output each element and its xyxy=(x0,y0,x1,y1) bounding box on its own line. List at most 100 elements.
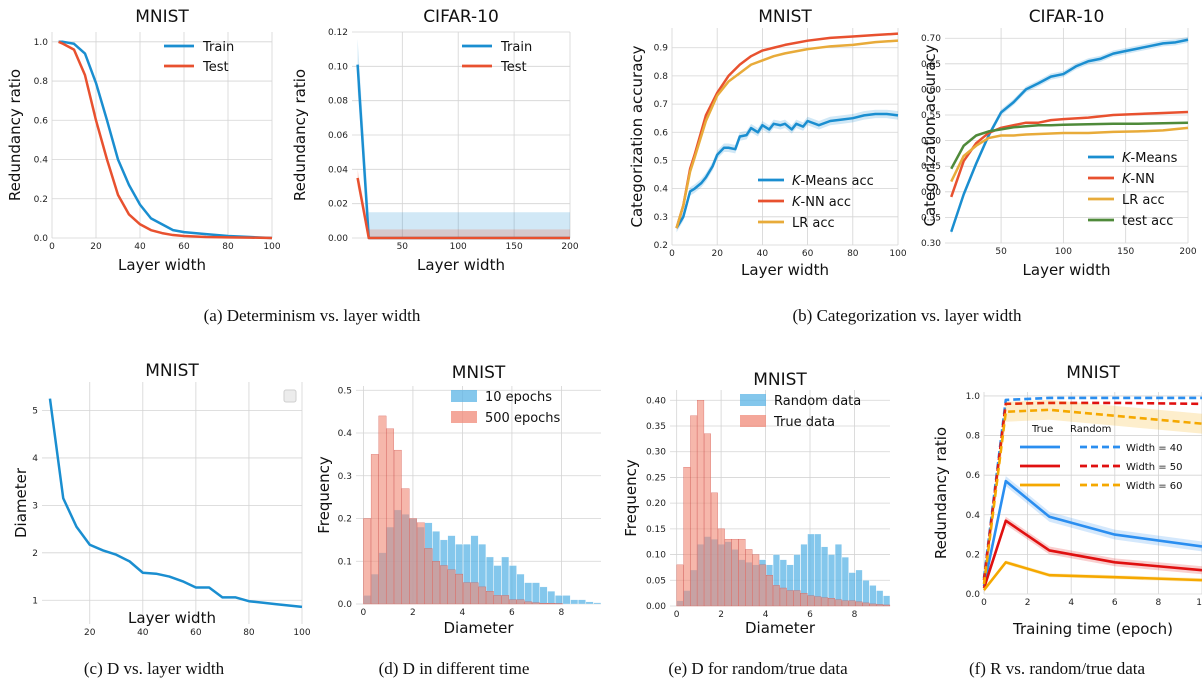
series-line-2 xyxy=(982,561,1202,591)
series-line-2 xyxy=(950,126,1189,183)
legend-label: Test xyxy=(202,60,229,75)
x-tick-label: 100 xyxy=(889,249,906,259)
x-axis-label: Layer width xyxy=(118,256,206,274)
hist-bar xyxy=(570,599,579,605)
caption-b: (b) Categorization vs. layer width xyxy=(793,306,1022,325)
y-tick-label: 0.70 xyxy=(921,34,941,44)
legend-label: K-NN xyxy=(1122,172,1155,187)
x-tick-label: 2 xyxy=(718,610,724,620)
legend xyxy=(283,389,297,403)
y-tick-label: 0.35 xyxy=(921,213,941,223)
legend-label: 500 epochs xyxy=(485,411,561,426)
hist-bar xyxy=(509,565,517,605)
x-tick-label: 40 xyxy=(757,249,769,259)
y-tick-label: 0.5 xyxy=(338,386,352,396)
chart-a1: 0 20 40 60 80 100 0.0 0.2 0.4 0.6 0.8 1.0 MNIST Layer… xyxy=(6,7,281,274)
hist-bar xyxy=(855,601,863,607)
y-tick-label: 5 xyxy=(32,406,38,416)
x-tick-label: 20 xyxy=(84,628,96,638)
legend-label: Test xyxy=(500,60,527,75)
x-tick-label: 4 xyxy=(1068,598,1074,608)
y-tick-label: 0.40 xyxy=(646,396,666,406)
caption-f: (f) R vs. random/true data xyxy=(969,659,1146,678)
series-line-2 xyxy=(675,39,899,229)
x-tick-label: 100 xyxy=(263,242,280,252)
x-tick-label: 200 xyxy=(1179,247,1196,257)
hist-bar xyxy=(386,428,394,605)
hist-bar xyxy=(370,454,379,605)
y-tick-label: 0.20 xyxy=(646,499,666,509)
hist-bar xyxy=(532,602,540,605)
hist-bar xyxy=(710,492,718,607)
legend-label: 10 epochs xyxy=(485,390,552,405)
y-tick-label: 0.10 xyxy=(328,62,348,72)
hist-bar xyxy=(378,415,387,605)
y-tick-label: 0.1 xyxy=(338,557,352,567)
y-tick-label: 0.8 xyxy=(966,432,981,442)
hist-bar xyxy=(821,546,829,607)
hist-bar xyxy=(772,585,780,607)
series-line-3 xyxy=(982,396,1202,579)
hist-bar xyxy=(539,586,548,605)
hist-bar xyxy=(463,582,471,605)
y-axis-label: Diameter xyxy=(12,467,30,538)
chart-title: MNIST xyxy=(1066,363,1120,383)
x-tick-label: 10 xyxy=(1196,598,1202,608)
hist-bar xyxy=(807,533,815,607)
legend-label: K-Means xyxy=(1122,151,1178,166)
x-tick-label: 2 xyxy=(410,608,416,618)
x-tick-label: 4 xyxy=(460,608,466,618)
x-tick-label: 50 xyxy=(397,242,409,252)
series-line-3 xyxy=(950,121,1189,170)
x-tick-label: 6 xyxy=(807,610,813,620)
chart-a2: 50 100 150 200 0.00 0.02 0.04 0.06 0.08 0.10 0.12 C… xyxy=(291,7,579,274)
series-band xyxy=(984,476,1202,592)
hist-bar xyxy=(814,533,822,607)
legend-swatch xyxy=(451,411,477,423)
hist-bar xyxy=(883,604,891,607)
hist-bar xyxy=(869,585,877,607)
y-axis-label: Frequency xyxy=(622,459,640,537)
series-line-0 xyxy=(675,112,899,229)
y-tick-label: 0.25 xyxy=(646,473,666,483)
series-band xyxy=(357,38,570,238)
x-tick-label: 200 xyxy=(561,242,578,252)
legend-label: test acc xyxy=(1122,214,1173,229)
x-tick-label: 4 xyxy=(763,610,769,620)
x-tick-label: 0 xyxy=(669,249,675,259)
series-line-1 xyxy=(982,519,1202,589)
hist-bar xyxy=(752,554,760,607)
y-tick-label: 0.10 xyxy=(646,551,666,561)
y-axis-label: Categorization accuracy xyxy=(921,44,939,226)
y-tick-label: 0.3 xyxy=(338,472,352,482)
hist-series-1 xyxy=(676,400,891,607)
hist-bar xyxy=(807,595,815,607)
x-tick-label: 0 xyxy=(981,598,987,608)
empty-legend-box xyxy=(283,389,297,403)
x-tick-label: 8 xyxy=(1156,598,1162,608)
series-band xyxy=(357,169,570,238)
legend: Train Test xyxy=(164,40,234,75)
x-tick-label: 20 xyxy=(711,249,723,259)
y-tick-label: 2 xyxy=(32,549,38,559)
hist-bar xyxy=(848,600,856,607)
x-axis-label: Layer width xyxy=(417,256,505,274)
hist-bar xyxy=(841,600,849,607)
x-tick-label: 80 xyxy=(222,242,234,252)
hist-bar xyxy=(524,582,533,605)
legend-label: Train xyxy=(202,40,234,55)
y-tick-label: 3 xyxy=(32,501,38,511)
hist-bar xyxy=(862,602,870,607)
hist-bar xyxy=(855,569,863,607)
y-tick-label: 0.0 xyxy=(34,234,49,244)
legend-label: True data xyxy=(773,415,835,430)
legend-label: LR acc xyxy=(792,216,835,231)
hist-bar xyxy=(876,590,884,607)
hist-bar xyxy=(738,538,746,607)
chart-b1: 0 20 40 60 80 100 0.2 0.3 0.4 0.5 0.6 0.7 0.8 0.9 MNIS… xyxy=(628,7,907,279)
x-tick-label: 0 xyxy=(49,242,55,252)
y-tick-label: 0.3 xyxy=(654,213,668,223)
legend-label: Width = 50 xyxy=(1126,462,1183,473)
x-tick-label: 8 xyxy=(852,610,858,620)
